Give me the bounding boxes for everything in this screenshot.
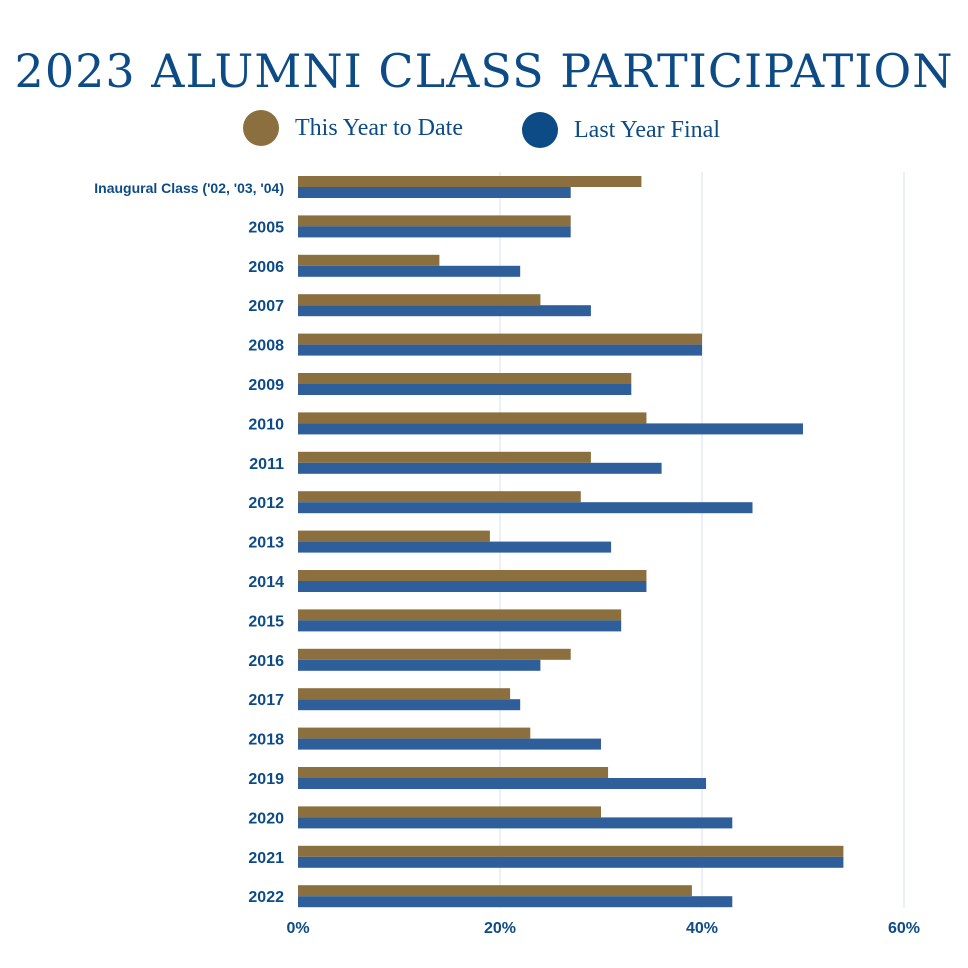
bar-last-year-inaugural: [298, 187, 571, 198]
bar-chart: Inaugural Class ('02, '03, '04) 2005 2006 2…: [94, 172, 920, 937]
category-label-inaugural: Inaugural Class ('02, '03, '04): [94, 180, 284, 196]
bar-last-year-2018: [298, 738, 601, 750]
bar-last-year-2008: [298, 344, 702, 356]
bar-last-year-2014: [298, 581, 647, 592]
legend: This Year to Date Last Year Final: [0, 108, 968, 148]
bar-this-year-2018: [298, 727, 531, 739]
category-label-2008: 2008: [248, 338, 284, 355]
category-label-2018: 2018: [248, 732, 284, 749]
bar-last-year-2020: [298, 817, 733, 829]
category-label-2011: 2011: [249, 456, 284, 473]
x-tick-label-20: 20%: [484, 920, 516, 937]
bar-this-year-2010: [298, 412, 647, 424]
bar-this-year-2009: [298, 373, 632, 384]
bar-this-year-2014: [298, 570, 647, 581]
bar-this-year-2019: [298, 767, 609, 778]
category-label-2016: 2016: [248, 653, 284, 670]
category-label-2007: 2007: [248, 298, 284, 315]
bar-this-year-inaugural: [298, 176, 642, 187]
bar-this-year-2013: [298, 530, 490, 542]
category-label-2006: 2006: [248, 259, 284, 276]
legend-swatch-this-year: [243, 110, 279, 146]
bar-last-year-2011: [298, 462, 662, 474]
legend-item-last-year: Last Year Final: [522, 112, 720, 148]
category-label-2013: 2013: [248, 535, 284, 552]
category-label-2019: 2019: [248, 771, 284, 788]
category-label-2014: 2014: [248, 574, 284, 591]
category-label-2005: 2005: [248, 219, 284, 236]
category-label-2012: 2012: [248, 495, 284, 512]
bar-this-year-2012: [298, 491, 581, 503]
category-label-2017: 2017: [248, 692, 284, 709]
legend-item-this-year: This Year to Date: [243, 110, 463, 146]
legend-label-this-year: This Year to Date: [295, 114, 463, 141]
bar-this-year-2015: [298, 609, 622, 621]
bar-last-year-2016: [298, 659, 541, 671]
bar-last-year-2022: [298, 896, 733, 908]
bar-this-year-2006: [298, 254, 440, 266]
category-label-2015: 2015: [248, 613, 284, 630]
bar-this-year-2011: [298, 451, 591, 463]
bar-last-year-2013: [298, 541, 612, 553]
x-tick-label-60: 60%: [888, 920, 920, 937]
legend-label-last-year: Last Year Final: [574, 116, 720, 143]
bar-last-year-2015: [298, 620, 622, 632]
bar-this-year-2021: [298, 845, 844, 857]
x-tick-label-0: 0%: [286, 920, 309, 937]
chart-title: 2023 ALUMNI CLASS PARTICIPATION: [14, 44, 954, 98]
bar-this-year-2022: [298, 885, 692, 897]
bar-this-year-2017: [298, 688, 511, 700]
legend-swatch-last-year: [522, 112, 558, 148]
bar-last-year-2010: [298, 423, 803, 435]
category-label-2022: 2022: [248, 889, 284, 906]
bar-last-year-2005: [298, 226, 571, 238]
category-label-2021: 2021: [248, 850, 284, 867]
bar-last-year-2017: [298, 699, 521, 711]
bar-this-year-2020: [298, 806, 601, 818]
bar-last-year-2006: [298, 265, 521, 277]
bar-last-year-2021: [298, 856, 844, 868]
bar-this-year-2007: [298, 294, 541, 306]
bar-this-year-2008: [298, 333, 702, 345]
bar-last-year-2009: [298, 384, 632, 395]
category-label-2009: 2009: [248, 377, 284, 394]
category-label-2020: 2020: [248, 810, 284, 827]
category-label-2010: 2010: [248, 416, 284, 433]
bar-this-year-2016: [298, 648, 571, 660]
bar-last-year-2019: [298, 778, 707, 789]
bar-last-year-2012: [298, 502, 753, 514]
bar-this-year-2005: [298, 215, 571, 227]
bar-last-year-2007: [298, 305, 591, 317]
x-tick-label-40: 40%: [686, 920, 718, 937]
